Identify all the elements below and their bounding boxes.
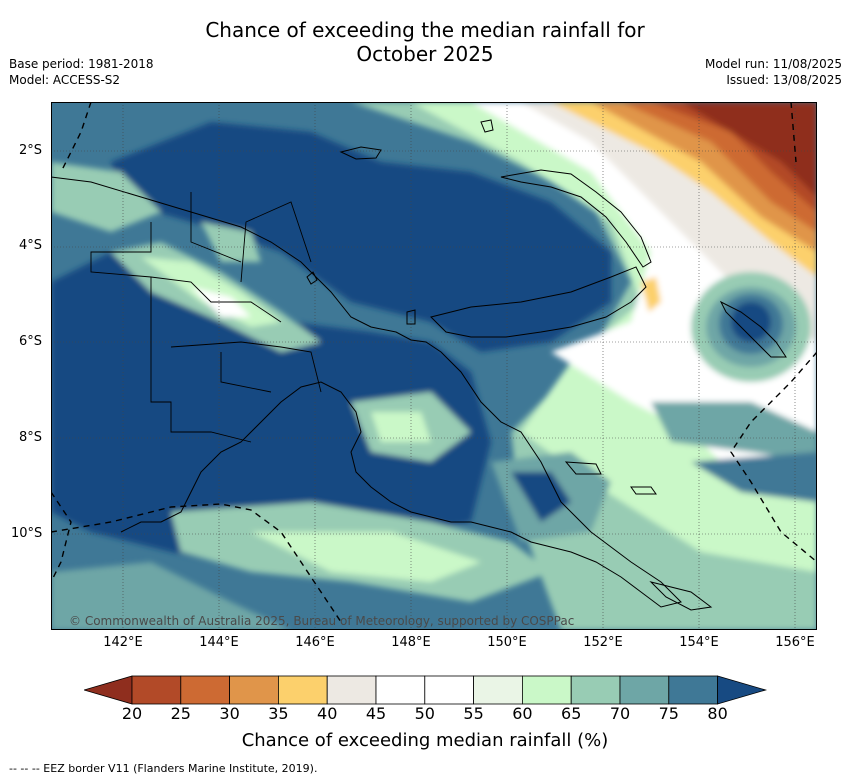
colorbar-cell (473, 675, 523, 705)
colorbar-tick-label: 40 (317, 704, 338, 723)
colorbar-cell (619, 675, 670, 705)
colorbar-tick-label: 35 (268, 704, 289, 723)
colorbar-tick-label: 80 (707, 704, 728, 723)
meta-left: Base period: 1981-2018 Model: ACCESS-S2 (9, 56, 154, 88)
colorbar-tick-label: 45 (365, 704, 387, 723)
colorbar-cell (570, 675, 621, 705)
colorbar-tick-label: 60 (512, 704, 533, 723)
colorbar-tick-label: 50 (414, 704, 435, 723)
colorbar-cell (375, 675, 426, 705)
colorbar-cell (668, 675, 718, 705)
colorbar-tick-label: 65 (561, 704, 582, 723)
lon-label-144e: 144°E (199, 635, 239, 650)
lon-label-142e: 142°E (103, 635, 143, 650)
colorbar-cell (229, 675, 279, 705)
colorbar-tick-label: 55 (463, 704, 484, 723)
copyright-text: © Commonwealth of Australia 2025, Bureau… (69, 614, 575, 628)
issued-text: Issued: 13/08/2025 (726, 73, 842, 87)
colorbar-extend-high (717, 675, 768, 705)
base-period-text: Base period: 1981-2018 (9, 57, 154, 71)
colorbar-cell (326, 675, 377, 705)
colorbar-tick-label: 25 (170, 704, 191, 723)
eez-border (51, 102, 817, 623)
lon-label-152e: 152°E (583, 635, 623, 650)
colorbar-tick-label: 70 (609, 704, 631, 723)
colorbar-cell (180, 675, 231, 705)
colorbar-extend-low (84, 675, 133, 705)
graticule (51, 102, 817, 630)
colorbar-tick-label: 75 (658, 704, 679, 723)
meta-right: Model run: 11/08/2025 Issued: 13/08/2025 (705, 56, 842, 88)
lon-label-150e: 150°E (487, 635, 527, 650)
rainfall-map (51, 102, 817, 630)
title-line-2: October 2025 (356, 42, 494, 66)
lat-label-8s: 8°S (19, 430, 43, 445)
colorbar-tick-label: 30 (219, 704, 240, 723)
colorbar-tick-label: 20 (121, 704, 143, 723)
lat-label-6s: 6°S (19, 334, 43, 349)
colorbar (84, 675, 768, 705)
model-run-text: Model run: 11/08/2025 (704, 57, 842, 71)
lon-label-154e: 154°E (679, 635, 719, 650)
lat-label-2s: 2°S (19, 143, 43, 158)
chart-title: Chance of exceeding the median rainfall … (0, 18, 850, 66)
colorbar-title: Chance of exceeding median rainfall (%) (241, 730, 609, 751)
coastlines (51, 119, 787, 611)
lon-label-148e: 148°E (391, 635, 431, 650)
probability-fill (51, 102, 817, 630)
lon-label-156e: 156°E (775, 635, 815, 650)
lat-label-4s: 4°S (19, 238, 43, 253)
eez-footnote: -- -- -- EEZ border V11 (Flanders Marine… (9, 762, 318, 775)
title-line-1: Chance of exceeding the median rainfall … (205, 18, 645, 42)
model-text: Model: ACCESS-S2 (9, 73, 121, 87)
province-borders (90, 192, 322, 443)
colorbar-cell (521, 675, 572, 705)
lat-label-10s: 10°S (11, 526, 43, 541)
colorbar-cell (131, 675, 182, 705)
lon-label-146e: 146°E (295, 635, 335, 650)
colorbar-cell (277, 675, 328, 705)
colorbar-cell (424, 675, 474, 705)
